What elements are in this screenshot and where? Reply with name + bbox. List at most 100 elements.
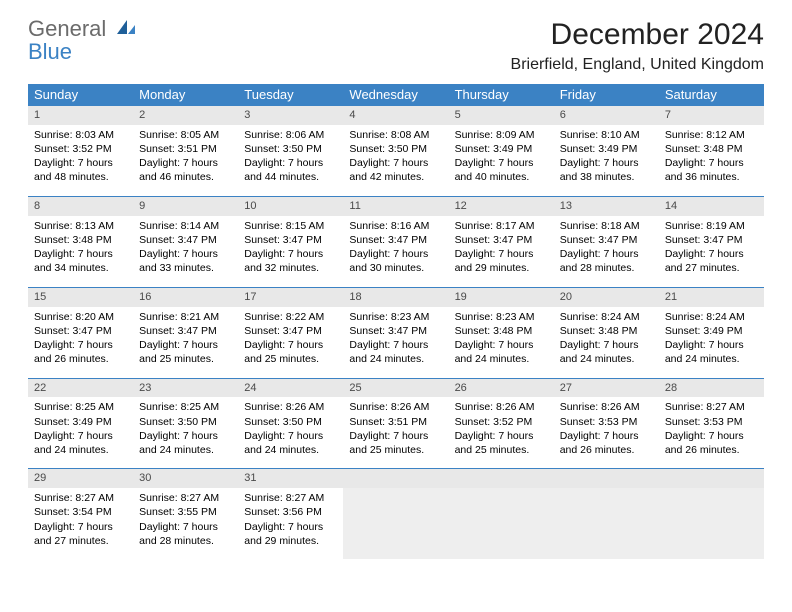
- calendar-day-cell: 29Sunrise: 8:27 AMSunset: 3:54 PMDayligh…: [28, 469, 133, 559]
- day-dl1: Daylight: 7 hours: [665, 156, 758, 170]
- calendar-day-cell: 10Sunrise: 8:15 AMSunset: 3:47 PMDayligh…: [238, 196, 343, 287]
- day-dl2: and 25 minutes.: [244, 352, 337, 366]
- calendar-day-cell: [554, 469, 659, 559]
- day-sunrise: Sunrise: 8:16 AM: [349, 219, 442, 233]
- day-dl2: and 26 minutes.: [560, 443, 653, 457]
- day-body: Sunrise: 8:19 AMSunset: 3:47 PMDaylight:…: [659, 216, 764, 287]
- weekday-mon: Monday: [133, 84, 238, 106]
- day-number: 24: [238, 379, 343, 398]
- day-number: 11: [343, 197, 448, 216]
- calendar-day-cell: 11Sunrise: 8:16 AMSunset: 3:47 PMDayligh…: [343, 196, 448, 287]
- day-number: 5: [449, 106, 554, 125]
- day-sunset: Sunset: 3:52 PM: [34, 142, 127, 156]
- day-body: Sunrise: 8:16 AMSunset: 3:47 PMDaylight:…: [343, 216, 448, 287]
- calendar-week-row: 1 Sunrise: 8:03 AMSunset: 3:52 PM Daylight…: [28, 106, 764, 197]
- day-number: 17: [238, 288, 343, 307]
- day-dl1: Daylight: 7 hours: [244, 429, 337, 443]
- day-sunset: Sunset: 3:53 PM: [560, 415, 653, 429]
- day-sunrise: Sunrise: 8:08 AM: [349, 128, 442, 142]
- day-body: Sunrise: 8:27 AMSunset: 3:56 PMDaylight:…: [238, 488, 343, 559]
- day-sunrise: Sunrise: 8:18 AM: [560, 219, 653, 233]
- day-number: 22: [28, 379, 133, 398]
- day-number-empty: [343, 469, 448, 488]
- day-sunrise: Sunrise: 8:06 AM: [244, 128, 337, 142]
- calendar-day-cell: 15Sunrise: 8:20 AMSunset: 3:47 PMDayligh…: [28, 287, 133, 378]
- day-sunrise: Sunrise: 8:26 AM: [349, 400, 442, 414]
- calendar-day-cell: 1Sunrise: 8:03 AMSunset: 3:52 PMDaylight…: [28, 106, 133, 197]
- day-body: Sunrise: 8:23 AMSunset: 3:47 PMDaylight:…: [343, 307, 448, 378]
- day-body: Sunrise: 8:27 AMSunset: 3:54 PMDaylight:…: [28, 488, 133, 559]
- page-title: December 2024: [511, 18, 764, 52]
- day-body-empty: [449, 488, 554, 559]
- day-dl1: Daylight: 7 hours: [455, 429, 548, 443]
- day-sunset: Sunset: 3:47 PM: [34, 324, 127, 338]
- day-body-empty: [659, 488, 764, 559]
- day-sunset: Sunset: 3:49 PM: [560, 142, 653, 156]
- day-dl1: Daylight: 7 hours: [34, 338, 127, 352]
- day-number: 10: [238, 197, 343, 216]
- day-dl1: Daylight: 7 hours: [560, 338, 653, 352]
- weekday-sun: Sunday: [28, 84, 133, 106]
- day-body: Sunrise: 8:08 AMSunset: 3:50 PMDaylight:…: [343, 125, 448, 196]
- day-sunset: Sunset: 3:47 PM: [349, 233, 442, 247]
- day-sunset: Sunset: 3:47 PM: [349, 324, 442, 338]
- day-sunset: Sunset: 3:47 PM: [139, 324, 232, 338]
- day-sunrise: Sunrise: 8:05 AM: [139, 128, 232, 142]
- day-sunset: Sunset: 3:48 PM: [665, 142, 758, 156]
- day-dl2: and 36 minutes.: [665, 170, 758, 184]
- day-sunset: Sunset: 3:52 PM: [455, 415, 548, 429]
- day-sunset: Sunset: 3:54 PM: [34, 505, 127, 519]
- calendar-day-cell: 9Sunrise: 8:14 AMSunset: 3:47 PMDaylight…: [133, 196, 238, 287]
- header: General Blue December 2024 Brierfield, E…: [28, 18, 764, 84]
- day-number: 1: [28, 106, 133, 125]
- day-sunrise: Sunrise: 8:13 AM: [34, 219, 127, 233]
- day-sunrise: Sunrise: 8:20 AM: [34, 310, 127, 324]
- day-body: Sunrise: 8:14 AMSunset: 3:47 PMDaylight:…: [133, 216, 238, 287]
- day-sunset: Sunset: 3:53 PM: [665, 415, 758, 429]
- day-dl2: and 26 minutes.: [665, 443, 758, 457]
- day-dl1: Daylight: 7 hours: [244, 156, 337, 170]
- day-sunset: Sunset: 3:56 PM: [244, 505, 337, 519]
- weekday-tue: Tuesday: [238, 84, 343, 106]
- calendar-day-cell: 27Sunrise: 8:26 AMSunset: 3:53 PMDayligh…: [554, 378, 659, 469]
- day-number: 30: [133, 469, 238, 488]
- day-sunrise: Sunrise: 8:21 AM: [139, 310, 232, 324]
- day-dl2: and 25 minutes.: [349, 443, 442, 457]
- day-dl1: Daylight: 7 hours: [560, 247, 653, 261]
- calendar-day-cell: 14Sunrise: 8:19 AMSunset: 3:47 PMDayligh…: [659, 196, 764, 287]
- day-number-empty: [449, 469, 554, 488]
- day-dl2: and 24 minutes.: [665, 352, 758, 366]
- calendar-day-cell: 6Sunrise: 8:10 AMSunset: 3:49 PMDaylight…: [554, 106, 659, 197]
- day-body: Sunrise: 8:05 AMSunset: 3:51 PMDaylight:…: [133, 125, 238, 196]
- day-dl1: Daylight: 7 hours: [665, 247, 758, 261]
- day-sunrise: Sunrise: 8:03 AM: [34, 128, 127, 142]
- day-dl1: Daylight: 7 hours: [455, 338, 548, 352]
- day-sunset: Sunset: 3:47 PM: [560, 233, 653, 247]
- day-sunset: Sunset: 3:50 PM: [244, 415, 337, 429]
- day-sunrise: Sunrise: 8:19 AM: [665, 219, 758, 233]
- day-dl1: Daylight: 7 hours: [139, 247, 232, 261]
- day-sunset: Sunset: 3:50 PM: [244, 142, 337, 156]
- day-sunrise: Sunrise: 8:26 AM: [244, 400, 337, 414]
- day-number: 7: [659, 106, 764, 125]
- day-body: Sunrise: 8:27 AMSunset: 3:53 PMDaylight:…: [659, 397, 764, 468]
- day-sunrise: Sunrise: 8:12 AM: [665, 128, 758, 142]
- calendar-day-cell: 24 Sunrise: 8:26 AMSunset: 3:50 PMDayligh…: [238, 378, 343, 469]
- day-number: 31: [238, 469, 343, 488]
- day-sunset: Sunset: 3:49 PM: [455, 142, 548, 156]
- day-dl2: and 28 minutes.: [560, 261, 653, 275]
- day-number: 18: [343, 288, 448, 307]
- day-body: Sunrise: 8:20 AMSunset: 3:47 PMDaylight:…: [28, 307, 133, 378]
- day-sunrise: Sunrise: 8:27 AM: [244, 491, 337, 505]
- calendar-day-cell: 28Sunrise: 8:27 AMSunset: 3:53 PMDayligh…: [659, 378, 764, 469]
- day-number: 20: [554, 288, 659, 307]
- location-text: Brierfield, England, United Kingdom: [511, 56, 764, 74]
- day-dl2: and 34 minutes.: [34, 261, 127, 275]
- calendar-day-cell: [449, 469, 554, 559]
- day-sunrise: Sunrise: 8:10 AM: [560, 128, 653, 142]
- day-sunset: Sunset: 3:47 PM: [244, 324, 337, 338]
- day-number: 4: [343, 106, 448, 125]
- day-sunrise: Sunrise: 8:25 AM: [34, 400, 127, 414]
- day-dl1: Daylight: 7 hours: [349, 338, 442, 352]
- calendar-day-cell: 26Sunrise: 8:26 AMSunset: 3:52 PMDayligh…: [449, 378, 554, 469]
